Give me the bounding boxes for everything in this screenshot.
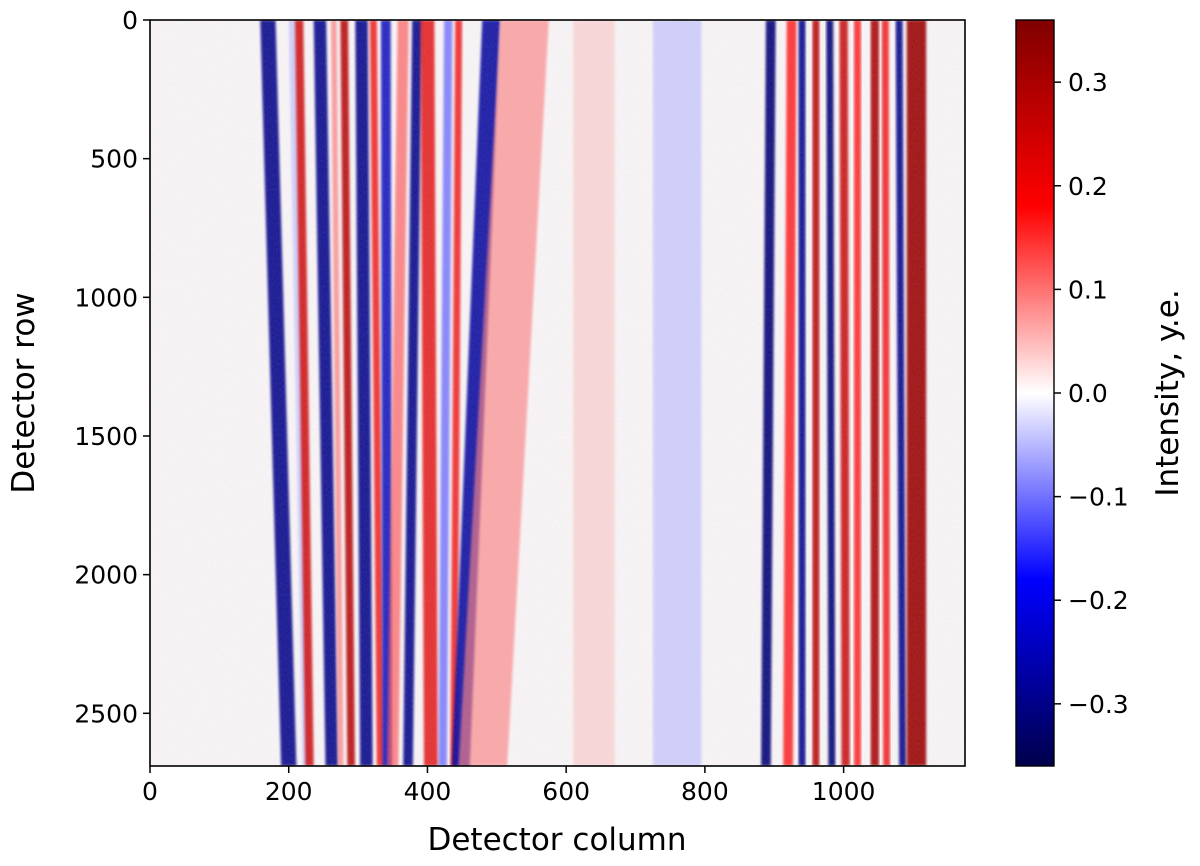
colorbar-tick-label: 0.0 [1068,379,1108,408]
x-tick-label: 400 [404,777,452,806]
y-tick-label: 0 [122,6,138,35]
x-axis-label: Detector column [427,822,686,858]
colorbar-tick-label: −0.1 [1068,483,1129,512]
y-axis-ticks: 0 500 1000 1500 2000 2500 [74,6,150,728]
plot-frame [149,19,966,767]
x-axis-ticks: 0 200 400 600 800 1000 [142,766,875,806]
y-tick-label: 1000 [74,283,138,312]
colorbar-tick-label: 0.1 [1068,275,1108,304]
colorbar-label: Intensity, y.e. [1150,289,1186,496]
colorbar-tick-label: −0.3 [1068,690,1129,719]
heatmap-noise [150,20,965,766]
colorbar-tick-label: 0.3 [1068,68,1108,97]
x-tick-label: 200 [265,777,313,806]
x-tick-label: 600 [542,777,590,806]
x-tick-label: 800 [681,777,729,806]
colorbar-tick-label: 0.2 [1068,172,1108,201]
x-tick-label: 0 [142,777,158,806]
colorbar-ticks: −0.3 −0.2 −0.1 0.0 0.1 0.2 0.3 [1054,68,1129,719]
y-tick-label: 1500 [74,422,138,451]
colorbar-tick-label: −0.2 [1068,586,1129,615]
y-axis-label: Detector row [6,292,42,493]
plot-area [149,19,966,767]
x-tick-label: 1000 [812,777,876,806]
colorbar-gradient [1015,19,1055,767]
y-tick-label: 500 [90,145,138,174]
colorbar: −0.3 −0.2 −0.1 0.0 0.1 0.2 0.3 Intensity, y.e. [1015,19,1186,767]
y-tick-label: 2500 [74,699,138,728]
y-tick-label: 2000 [74,561,138,590]
